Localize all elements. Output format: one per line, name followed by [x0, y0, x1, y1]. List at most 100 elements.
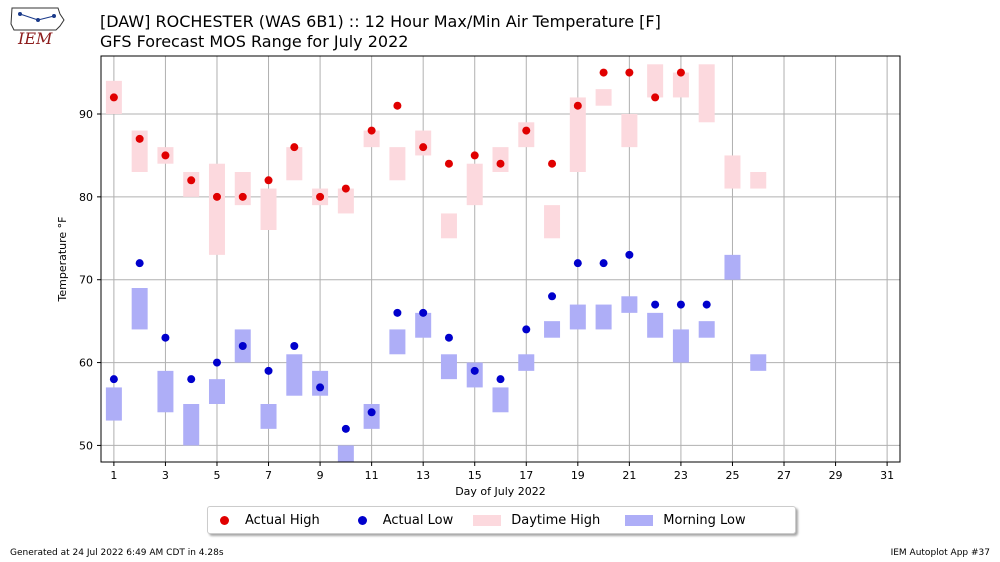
- actual-low-point: [444, 333, 453, 342]
- daytime-high-bar: [466, 163, 483, 206]
- morning-low-bar: [183, 404, 200, 446]
- legend-label: Actual Low: [382, 512, 454, 528]
- legend-label: Actual High: [245, 512, 320, 528]
- actual-high-point: [238, 192, 247, 201]
- actual-high-point: [264, 176, 273, 185]
- chart-legend: Actual High Actual Low Daytime High Morn…: [207, 506, 796, 534]
- daytime-high-bar: [595, 89, 612, 106]
- daytime-high-bar: [208, 163, 225, 255]
- daytime-high-bar: [131, 130, 148, 172]
- legend-label: Morning Low: [663, 512, 746, 528]
- daytime-high-bar: [544, 205, 561, 239]
- morning-low-bar: [337, 445, 354, 462]
- x-tick-label: 21: [622, 469, 636, 482]
- actual-low-point: [238, 342, 247, 350]
- morning-low-bar: [672, 329, 689, 363]
- logo-text: IEM: [17, 29, 53, 48]
- legend-morning-low: Morning Low: [625, 512, 746, 528]
- actual-high-point: [419, 143, 428, 152]
- actual-high-point: [444, 159, 453, 168]
- actual-low-point: [135, 259, 144, 268]
- daytime-high-bar: [260, 188, 277, 230]
- actual-low-point: [367, 408, 376, 417]
- actual-low-point: [522, 325, 531, 334]
- morning-low-bar: [518, 354, 535, 371]
- legend-label: Daytime High: [511, 512, 601, 528]
- morning-low-bar: [389, 329, 406, 355]
- daytime-high-bar: [389, 147, 406, 181]
- actual-high-point: [135, 134, 144, 143]
- actual-high-point: [367, 126, 376, 135]
- x-tick-label: 5: [213, 469, 220, 482]
- x-tick-label: 15: [468, 469, 482, 482]
- y-tick-label: 50: [79, 439, 93, 452]
- x-axis-label: Day of July 2022: [455, 485, 546, 498]
- title-line-1: [DAW] ROCHESTER (WAS 6B1) :: 12 Hour Max…: [100, 12, 661, 31]
- y-tick-label: 70: [79, 274, 93, 287]
- morning-low-bar: [621, 296, 638, 313]
- morning-low-bar: [569, 304, 586, 330]
- actual-high-point: [625, 68, 634, 77]
- actual-low-point: [161, 333, 170, 342]
- daytime-high-bar: [724, 155, 741, 189]
- data-points: [109, 68, 711, 433]
- daytime-high-bar: [672, 72, 689, 98]
- daytime-high-bar: [750, 172, 767, 189]
- actual-low-point: [187, 375, 196, 384]
- morning-low-bar: [440, 354, 457, 380]
- morning-low-bar: [312, 370, 329, 396]
- legend-actual-low: Actual Low: [357, 512, 454, 528]
- daytime-high-bar: [440, 213, 457, 239]
- range-bars: [105, 64, 767, 462]
- morning-low-bar: [698, 321, 715, 338]
- morning-low-bar: [544, 321, 561, 338]
- actual-high-point: [470, 151, 479, 160]
- actual-high-point: [548, 159, 557, 168]
- daytime-high-bar: [415, 130, 432, 156]
- y-tick-label: 80: [79, 191, 93, 204]
- daytime-high-bar: [621, 114, 638, 148]
- morning-low-bar: [466, 362, 483, 388]
- x-tick-label: 25: [725, 469, 739, 482]
- legend-low-swatch: [625, 514, 654, 526]
- morning-low-bar: [363, 404, 380, 429]
- actual-low-point: [548, 292, 557, 301]
- actual-low-point: [651, 300, 660, 309]
- actual-low-point: [341, 424, 350, 433]
- actual-low-point: [496, 375, 505, 384]
- y-tick-label: 90: [79, 108, 93, 121]
- actual-high-point: [573, 101, 582, 110]
- actual-low-point: [599, 259, 608, 268]
- x-tick-label: 9: [317, 469, 324, 482]
- actual-high-point: [599, 68, 608, 77]
- morning-low-bar: [415, 312, 432, 338]
- daytime-high-bar: [363, 130, 380, 148]
- morning-low-bar: [750, 354, 767, 371]
- actual-low-point: [676, 300, 685, 309]
- actual-high-point: [109, 93, 118, 102]
- morning-low-bar: [260, 404, 277, 429]
- daytime-high-bar: [518, 122, 535, 148]
- actual-high-point: [651, 93, 660, 102]
- actual-high-point: [496, 159, 505, 168]
- actual-high-point: [393, 101, 402, 110]
- morning-low-bar: [595, 304, 612, 330]
- x-tick-label: 17: [519, 469, 533, 482]
- actual-low-point: [419, 308, 428, 317]
- actual-low-point: [290, 342, 299, 350]
- actual-low-point: [470, 366, 479, 375]
- morning-low-bar: [157, 370, 174, 413]
- actual-low-point: [702, 300, 711, 309]
- actual-high-point: [187, 176, 196, 185]
- x-tick-label: 29: [829, 469, 843, 482]
- x-tick-label: 27: [777, 469, 791, 482]
- iem-logo: IEM: [8, 4, 66, 48]
- actual-high-point: [676, 68, 685, 77]
- y-axis-label: Temperature °F: [56, 216, 69, 302]
- x-tick-label: 13: [416, 469, 430, 482]
- actual-low-point: [212, 358, 221, 367]
- app-label: IEM Autoplot App #37: [890, 548, 990, 558]
- x-tick-label: 7: [265, 469, 272, 482]
- x-tick-label: 1: [110, 469, 117, 482]
